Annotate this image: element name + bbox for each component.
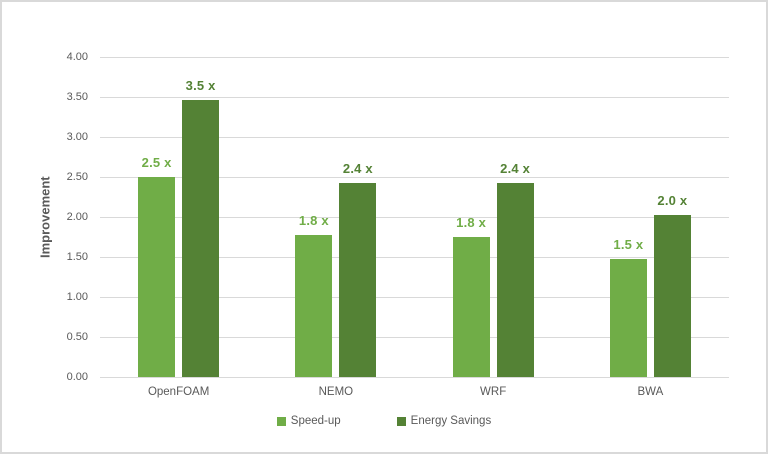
- bar-energy-savings: [496, 183, 534, 377]
- gridline: [100, 56, 729, 58]
- legend-item-energy-savings: Energy Savings: [396, 415, 492, 427]
- category-label-openfoam: OpenFOAM: [147, 386, 210, 398]
- bar-energy-savings: [653, 215, 691, 377]
- y-tick-label: 2.00: [66, 210, 88, 223]
- bar-value-label: 1.8 x: [298, 213, 329, 229]
- gridline: [100, 216, 729, 218]
- bar-speed-up: [138, 177, 176, 377]
- bar-value-label: 2.5 x: [141, 155, 172, 170]
- x-axis: OpenFOAM NEMO WRF BWA: [100, 386, 729, 402]
- bar-speed-up: [452, 237, 490, 377]
- y-tick-label: 4.00: [66, 50, 88, 63]
- bar-value-label: 3.5 x: [185, 78, 216, 94]
- y-tick-label: 3.50: [66, 90, 88, 103]
- legend-swatch-icon: [276, 416, 286, 426]
- legend-swatch-icon: [396, 416, 406, 426]
- y-tick-label: 1.00: [66, 290, 88, 303]
- bar-value-label: 1.5 x: [613, 237, 644, 253]
- bar-speed-up: [609, 259, 647, 377]
- legend-item-speed-up: Speed-up: [276, 415, 341, 427]
- gridline: [100, 336, 729, 338]
- bar-value-label: 2.0 x: [657, 193, 688, 209]
- gridline: [100, 376, 729, 378]
- category-label-bwa: BWA: [637, 386, 664, 398]
- gridline: [100, 136, 729, 138]
- bar-value-label: 1.8 x: [456, 215, 487, 230]
- y-tick-label: 0.00: [66, 370, 88, 383]
- bar-energy-savings: [339, 182, 377, 377]
- legend-label: Speed-up: [290, 415, 341, 427]
- y-tick-label: 2.50: [66, 170, 88, 183]
- gridline: [100, 296, 729, 298]
- bar-energy-savings: [182, 100, 220, 377]
- legend: Speed-up Energy Savings: [2, 415, 766, 427]
- gridline: [100, 256, 729, 258]
- bar-value-label: 2.4 x: [342, 160, 373, 176]
- bar-value-label: 2.4 x: [500, 161, 531, 177]
- bar-speed-up: [295, 235, 333, 377]
- category-label-nemo: NEMO: [318, 386, 354, 398]
- gridline: [100, 96, 729, 98]
- y-tick-label: 3.00: [66, 130, 88, 143]
- plot-area: 2.5 x 3.5 x 1.8 x 2.4 x 1.8 x 2.4 x 1.5 x 2.0 x: [100, 56, 729, 378]
- gridline: [100, 176, 729, 178]
- legend-label: Energy Savings: [410, 415, 492, 427]
- y-tick-label: 1.50: [66, 250, 88, 263]
- category-label-wrf: WRF: [480, 386, 507, 398]
- y-axis: 0.00 0.50 1.00 1.50 2.00 2.50 3.00 3.50 4.00: [2, 51, 88, 383]
- y-tick-label: 0.50: [66, 330, 88, 343]
